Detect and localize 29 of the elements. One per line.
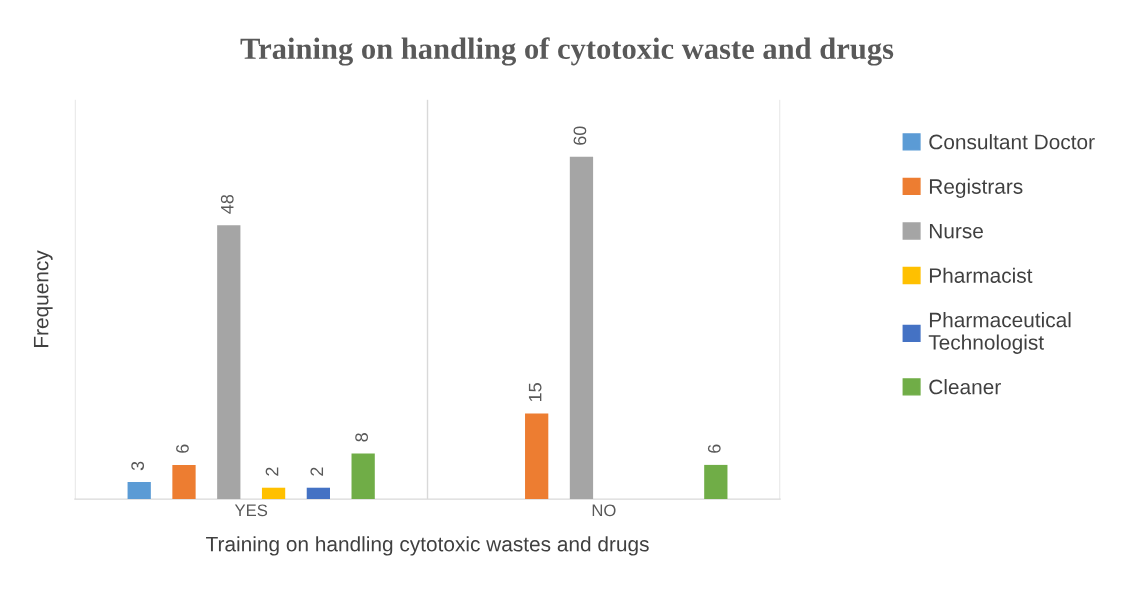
bar [261,487,286,500]
chart-title: Training on handling of cytotoxic waste and drugs [240,37,894,66]
legend-label: Registrars [929,178,1023,198]
bar [351,453,375,500]
data-label: 6 [707,444,721,453]
legend-label: Pharmaceutical Technologist [928,312,1071,354]
bar [217,225,241,500]
data-label: 2 [265,467,279,476]
bar [306,487,330,500]
legend-label: Cleaner [929,379,1001,395]
data-label: 8 [355,433,368,442]
legend-label: Pharmacist [929,267,1033,283]
data-label: 2 [310,467,324,476]
data-label: 3 [131,461,145,471]
bar [569,156,594,500]
legend-label: Nurse [929,223,983,239]
bar [172,464,196,500]
x-axis-title: Training on handling cytotoxic wastes and drugs [206,536,649,556]
data-label: 15 [528,383,542,402]
x-tick-label: YES [234,504,268,517]
y-axis-title: Frequency [33,250,53,347]
legend-label: Consultant Doctor [929,134,1095,150]
data-label: 6 [176,444,189,453]
bar [704,464,728,500]
bar [525,413,549,500]
bar [127,482,151,500]
data-label: 48 [220,194,234,214]
data-label: 60 [573,126,587,145]
x-tick-label: NO [592,504,616,517]
